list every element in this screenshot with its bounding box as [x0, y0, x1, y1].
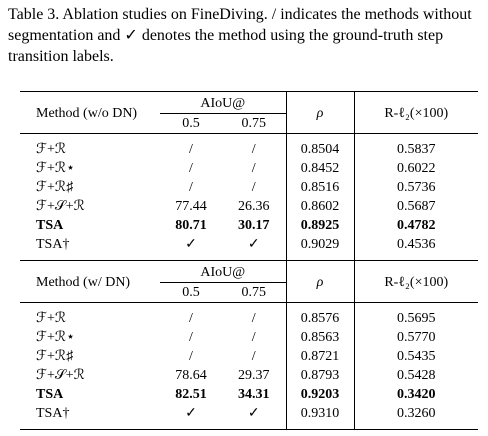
value-cell: 0.8563: [285, 328, 354, 347]
threshold-header: 0.75: [241, 115, 267, 131]
value-cell: 0.3260: [353, 404, 478, 430]
value-cell: 0.4782: [353, 216, 478, 235]
value-cell: /: [160, 133, 222, 159]
r-header: R-ℓ₂(×100): [353, 91, 478, 134]
header-row: 0.5 0.75: [20, 114, 478, 134]
value-cell: /: [251, 160, 256, 176]
value-cell: 0.9029: [285, 235, 354, 261]
header-row: Method (w/ DN) AIoU@ ρ R-ℓ₂(×100): [20, 260, 478, 303]
value-cell: 0.8452: [285, 159, 354, 178]
value-cell: 0.8516: [285, 178, 354, 197]
aiou-header: AIoU@: [160, 260, 286, 283]
value-cell: ✓: [222, 404, 286, 430]
header-row: Method (w/o DN) AIoU@ ρ R-ℓ₂(×100): [20, 91, 478, 134]
method-cell: ℱ+ℛ⋆: [36, 161, 75, 176]
value-cell: 82.51: [175, 386, 207, 402]
method-header: Method (w/ DN): [20, 260, 160, 303]
value-cell: /: [189, 160, 193, 176]
data-row: TSA 80.71 30.17 0.8925 0.4782: [20, 216, 478, 235]
table-section: Method (w/o DN) AIoU@ ρ R-ℓ₂(×100) 0.5 0.75 ℱ+…: [20, 91, 478, 261]
method-cell: TSA†: [36, 236, 70, 252]
value-cell: 0.8576: [285, 302, 354, 328]
value-cell: 0.5687: [353, 197, 478, 216]
value-cell: 0.9203: [285, 385, 354, 404]
value-cell: 26.36: [238, 198, 270, 214]
threshold-header: 0.75: [241, 284, 267, 300]
method-cell: ℱ+ℛ♯: [36, 349, 74, 364]
value-cell: 0.6022: [353, 159, 478, 178]
method-cell: ℱ+ℛ: [20, 302, 160, 328]
data-row: TSA† ✓ ✓ 0.9310 0.3260: [20, 404, 478, 430]
data-row: ℱ+𝒮+ℛ 77.44 26.36 0.8602 0.5687: [20, 197, 478, 216]
rho-header: ρ: [285, 260, 354, 303]
value-cell: /: [251, 179, 256, 195]
data-row: ℱ+ℛ♯ / / 0.8721 0.5435: [20, 347, 478, 366]
header-row: 0.5 0.75: [20, 283, 478, 303]
ablation-table: Method (w/o DN) AIoU@ ρ R-ℓ₂(×100) 0.5 0.75 ℱ+…: [20, 91, 478, 430]
method-cell: ℱ+𝒮+ℛ: [36, 199, 85, 214]
value-cell: 29.37: [238, 367, 270, 383]
value-cell: /: [251, 329, 256, 345]
value-cell: 0.5435: [353, 347, 478, 366]
value-cell: 0.5736: [353, 178, 478, 197]
threshold-header: 0.5: [182, 284, 200, 300]
data-row: ℱ+ℛ⋆ / / 0.8452 0.6022: [20, 159, 478, 178]
caption: Table 3. Ablation studies on FineDiving.…: [8, 6, 472, 65]
value-cell: /: [189, 348, 193, 364]
table-section: Method (w/ DN) AIoU@ ρ R-ℓ₂(×100) 0.5 0.75 ℱ+ℛ…: [20, 260, 478, 430]
aiou-header: AIoU@: [160, 91, 286, 114]
value-cell: 0.4536: [353, 235, 478, 261]
method-cell: TSA†: [20, 404, 160, 430]
value-cell: 0.8602: [285, 197, 354, 216]
value-cell: 0.3420: [353, 385, 478, 404]
value-cell: 78.64: [175, 367, 207, 383]
threshold-header: 0.5: [182, 115, 200, 131]
value-cell: ✓: [185, 237, 197, 252]
value-cell: 77.44: [175, 198, 207, 214]
value-cell: 34.31: [238, 386, 270, 402]
value-cell: 80.71: [175, 217, 207, 233]
value-cell: ✓: [247, 237, 260, 252]
data-row: ℱ+𝒮+ℛ 78.64 29.37 0.8793 0.5428: [20, 366, 478, 385]
value-cell: 0.9310: [285, 404, 354, 430]
data-row: TSA† ✓ ✓ 0.9029 0.4536: [20, 235, 478, 261]
method-cell: TSA: [36, 386, 64, 402]
value-cell: 0.8793: [285, 366, 354, 385]
value-cell: 0.5695: [353, 302, 478, 328]
value-cell: /: [222, 302, 286, 328]
data-row: ℱ+ℛ♯ / / 0.8516 0.5736: [20, 178, 478, 197]
rho-header: ρ: [285, 91, 354, 134]
method-header: Method (w/o DN): [20, 91, 160, 134]
value-cell: /: [222, 133, 286, 159]
value-cell: /: [160, 302, 222, 328]
method-cell: ℱ+ℛ♯: [36, 180, 74, 195]
value-cell: /: [189, 179, 193, 195]
method-cell: TSA: [36, 217, 64, 233]
data-row: ℱ+ℛ⋆ / / 0.8563 0.5770: [20, 328, 478, 347]
value-cell: 0.8721: [285, 347, 354, 366]
value-cell: /: [251, 348, 256, 364]
value-cell: 0.5770: [353, 328, 478, 347]
method-cell: ℱ+ℛ: [20, 133, 160, 159]
value-cell: ✓: [160, 404, 222, 430]
data-row: TSA 82.51 34.31 0.9203 0.3420: [20, 385, 478, 404]
value-cell: 0.8504: [285, 133, 354, 159]
value-cell: 30.17: [238, 217, 270, 233]
value-cell: 0.8925: [285, 216, 354, 235]
r-header: R-ℓ₂(×100): [353, 260, 478, 303]
data-row: ℱ+ℛ //0.8504 0.5837: [20, 133, 478, 159]
value-cell: 0.5428: [353, 366, 478, 385]
method-cell: ℱ+𝒮+ℛ: [36, 368, 85, 383]
method-cell: ℱ+ℛ⋆: [36, 330, 75, 345]
data-row: ℱ+ℛ //0.8576 0.5695: [20, 302, 478, 328]
value-cell: 0.5837: [353, 133, 478, 159]
value-cell: /: [189, 329, 193, 345]
